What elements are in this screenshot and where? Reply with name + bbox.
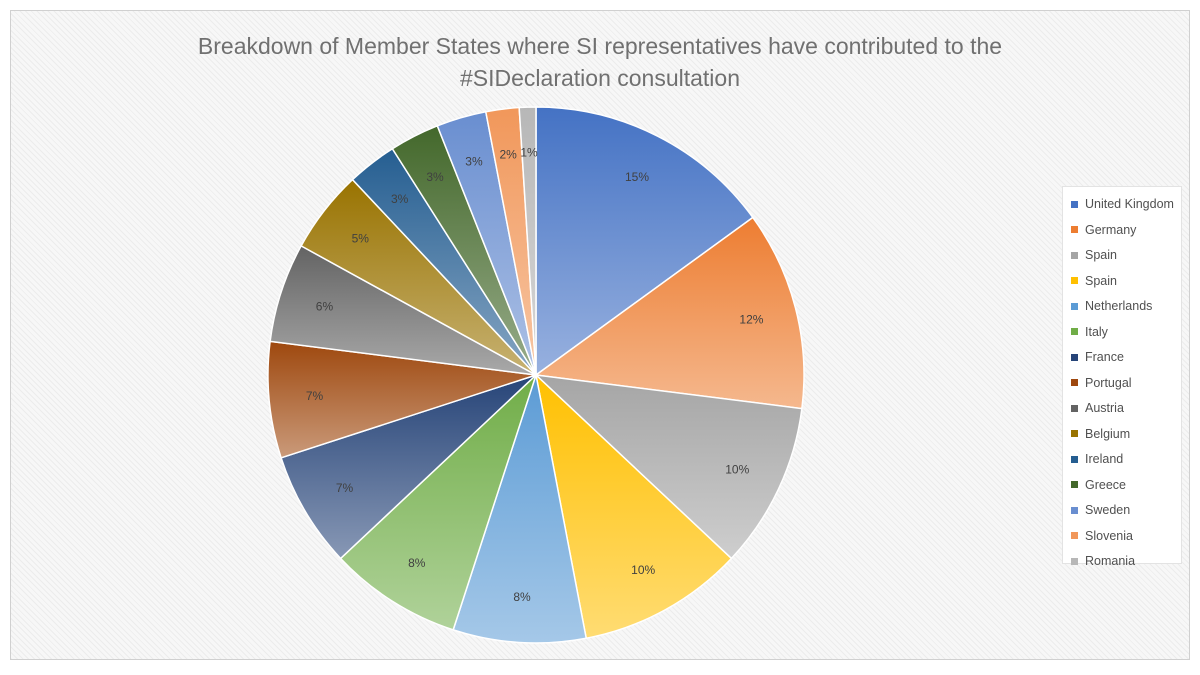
legend-item-spain-3: Spain (1071, 273, 1117, 289)
pie-labels: 15% 12% 10% 10% 8% 8% 7% 7% 6% 5% 3% 3% 3% 2% 1% (306, 146, 764, 604)
pie-slice-label-13: 2% (499, 147, 517, 161)
legend-swatch (1071, 481, 1078, 488)
legend-label: United Kingdom (1085, 197, 1174, 211)
pie-slice-label-12: 3% (465, 154, 483, 168)
legend-label: Slovenia (1085, 528, 1133, 543)
legend-item-italy-5: Italy (1071, 324, 1108, 340)
legend-swatch (1071, 430, 1078, 437)
legend-swatch (1071, 379, 1078, 386)
legend-label: Italy (1085, 324, 1108, 339)
legend-label: Ireland (1085, 452, 1124, 466)
legend-label: Portugal (1085, 375, 1132, 390)
chart-title: Breakdown of Member States where SI repr… (100, 30, 1100, 94)
legend-swatch (1071, 226, 1078, 233)
pie-slice-label-9: 5% (352, 232, 370, 246)
legend-item-romania-14: Romania (1071, 553, 1135, 569)
legend-swatch (1071, 404, 1078, 412)
pie-slice-label-2: 10% (725, 463, 749, 477)
pie-slice-netherlands-4 (452, 374, 588, 644)
legend-swatch (1071, 455, 1078, 463)
pie-slice-label-0: 15% (625, 170, 649, 184)
legend-label: Spain (1085, 273, 1117, 288)
legend-swatch (1071, 302, 1078, 310)
legend-label: Germany (1085, 222, 1137, 237)
legend-swatch (1071, 532, 1078, 539)
legend-swatch (1071, 277, 1078, 284)
legend-item-slovenia-13: Slovenia (1071, 528, 1133, 544)
legend-swatch (1071, 353, 1078, 361)
pie-slice-label-4: 8% (513, 590, 531, 604)
legend-label: Romania (1085, 554, 1136, 568)
legend-label: Austria (1085, 401, 1124, 415)
legend: United Kingdom Germany Spain Spain Netherlan… (1062, 186, 1182, 568)
chart-title-line-2: #SIDeclaration consultation (460, 65, 740, 91)
pie-slice-france-6 (280, 374, 537, 560)
legend-swatch (1071, 557, 1078, 565)
legend-swatch (1071, 328, 1078, 335)
pie-slices (267, 106, 805, 644)
pie-slice-label-1: 12% (739, 313, 763, 327)
pie-slice-italy-5 (339, 374, 537, 631)
legend-item-spain-2: Spain (1071, 247, 1117, 263)
pie-slice-label-10: 3% (391, 192, 409, 206)
pie-slice-label-7: 7% (306, 389, 324, 403)
pie-slice-label-5: 8% (408, 556, 426, 570)
pie-slice-spain-3 (534, 372, 733, 640)
legend-label: Sweden (1085, 503, 1131, 517)
pie-slice-label-8: 6% (316, 299, 334, 313)
legend-item-austria-8: Austria (1071, 400, 1124, 416)
pie-slice-spain-2 (533, 373, 803, 560)
pie-slice-portugal-7 (267, 340, 537, 459)
pie-slice-label-14: 1% (520, 146, 538, 160)
legend-label: France (1085, 350, 1124, 364)
pie-slice-label-6: 7% (336, 481, 354, 495)
legend-label: Spain (1085, 248, 1117, 262)
pie-slice-label-11: 3% (426, 170, 444, 184)
legend-item-germany-1: Germany (1071, 222, 1136, 238)
legend-item-portugal-7: Portugal (1071, 375, 1132, 391)
legend-label: Greece (1085, 477, 1126, 492)
pie-slice-germany-1 (534, 216, 805, 410)
legend-item-united-kingdom-0: United Kingdom (1071, 196, 1174, 212)
legend-item-netherlands-4: Netherlands (1071, 298, 1152, 314)
legend-item-belgium-9: Belgium (1071, 426, 1130, 442)
pie-slice-label-3: 10% (631, 563, 655, 577)
chart-title-line-1: Breakdown of Member States where SI repr… (197, 33, 1003, 59)
legend-label: Belgium (1085, 426, 1131, 441)
pie-slice-romania-14 (518, 106, 537, 376)
legend-item-ireland-10: Ireland (1071, 451, 1123, 467)
legend-label: Netherlands (1085, 299, 1153, 313)
legend-item-sweden-12: Sweden (1071, 502, 1130, 518)
legend-swatch (1071, 251, 1078, 259)
legend-swatch (1071, 506, 1078, 514)
legend-item-france-6: France (1071, 349, 1124, 365)
pie-slice-united-kingdom-0 (535, 106, 754, 377)
legend-swatch (1071, 200, 1078, 208)
legend-item-greece-11: Greece (1071, 477, 1126, 493)
